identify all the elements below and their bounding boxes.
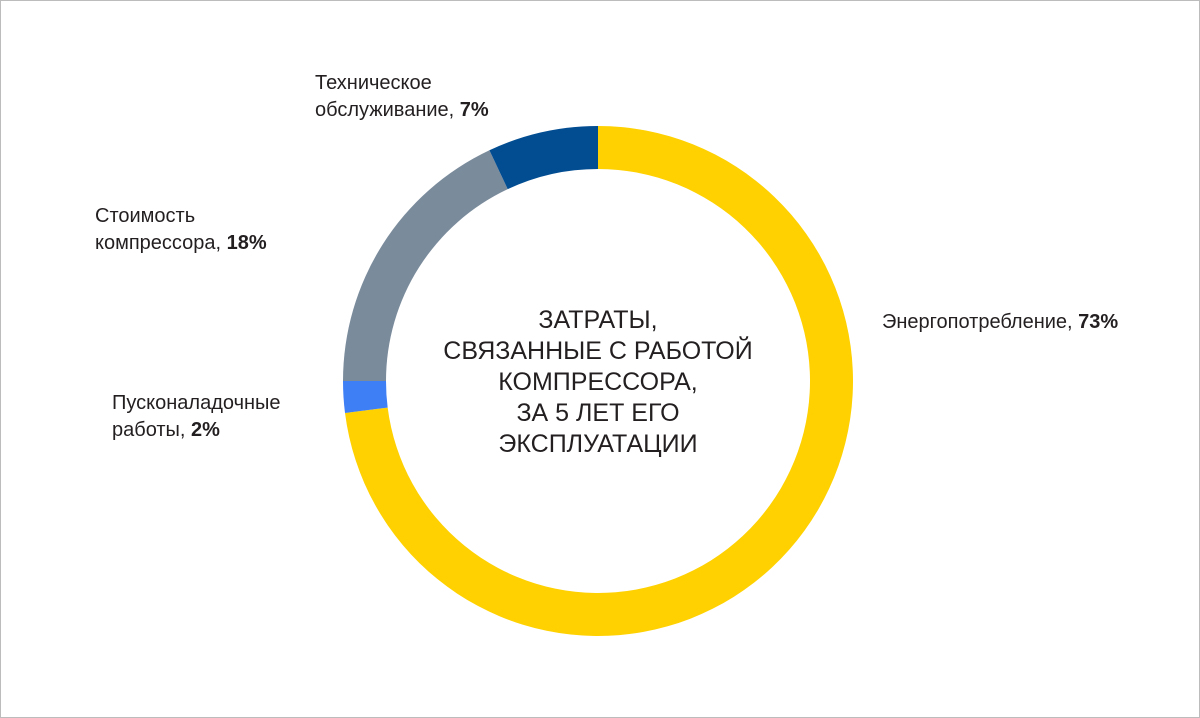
chart-title-line: КОМПРЕССОРА,: [498, 368, 698, 396]
chart-title-line: СВЯЗАННЫЕ С РАБОТОЙ: [443, 337, 753, 365]
slice-commissioning: [343, 381, 388, 413]
slice-label-energy: Энергопотребление, 73%: [882, 309, 1118, 336]
chart-title: ЗАТРАТЫ, СВЯЗАННЫЕ С РАБОТОЙ КОМПРЕССОРА…: [418, 305, 778, 460]
slice-label-value: 2%: [191, 419, 220, 441]
chart-title-line: ЭКСПЛУАТАЦИИ: [498, 430, 698, 458]
slice-label-text: Стоимость: [95, 205, 196, 227]
slice-label-text: обслуживание,: [315, 99, 460, 121]
slice-label-compressor-cost: Стоимость компрессора, 18%: [95, 203, 267, 257]
slice-label-maintenance: Техническое обслуживание, 7%: [315, 70, 489, 124]
donut-slices: [343, 126, 853, 636]
slice-label-text: Техническое: [315, 72, 432, 94]
slice-label-text: Пусконаладочные: [112, 392, 281, 414]
chart-title-line: ЗА 5 ЛЕТ ЕГО: [516, 399, 680, 427]
slice-label-text: компрессора,: [95, 232, 227, 254]
slice-compressor-cost: [343, 150, 508, 381]
slice-label-value: 73%: [1078, 311, 1119, 333]
slice-label-value: 7%: [459, 99, 489, 121]
slice-label-text: работы,: [112, 419, 192, 441]
slice-label-commissioning: Пусконаладочные работы, 2%: [112, 390, 281, 444]
slice-label-text: Энергопотребление,: [882, 311, 1079, 333]
chart-title-line: ЗАТРАТЫ,: [538, 306, 658, 334]
slice-maintenance: [489, 126, 598, 190]
slice-label-value: 18%: [226, 232, 267, 254]
